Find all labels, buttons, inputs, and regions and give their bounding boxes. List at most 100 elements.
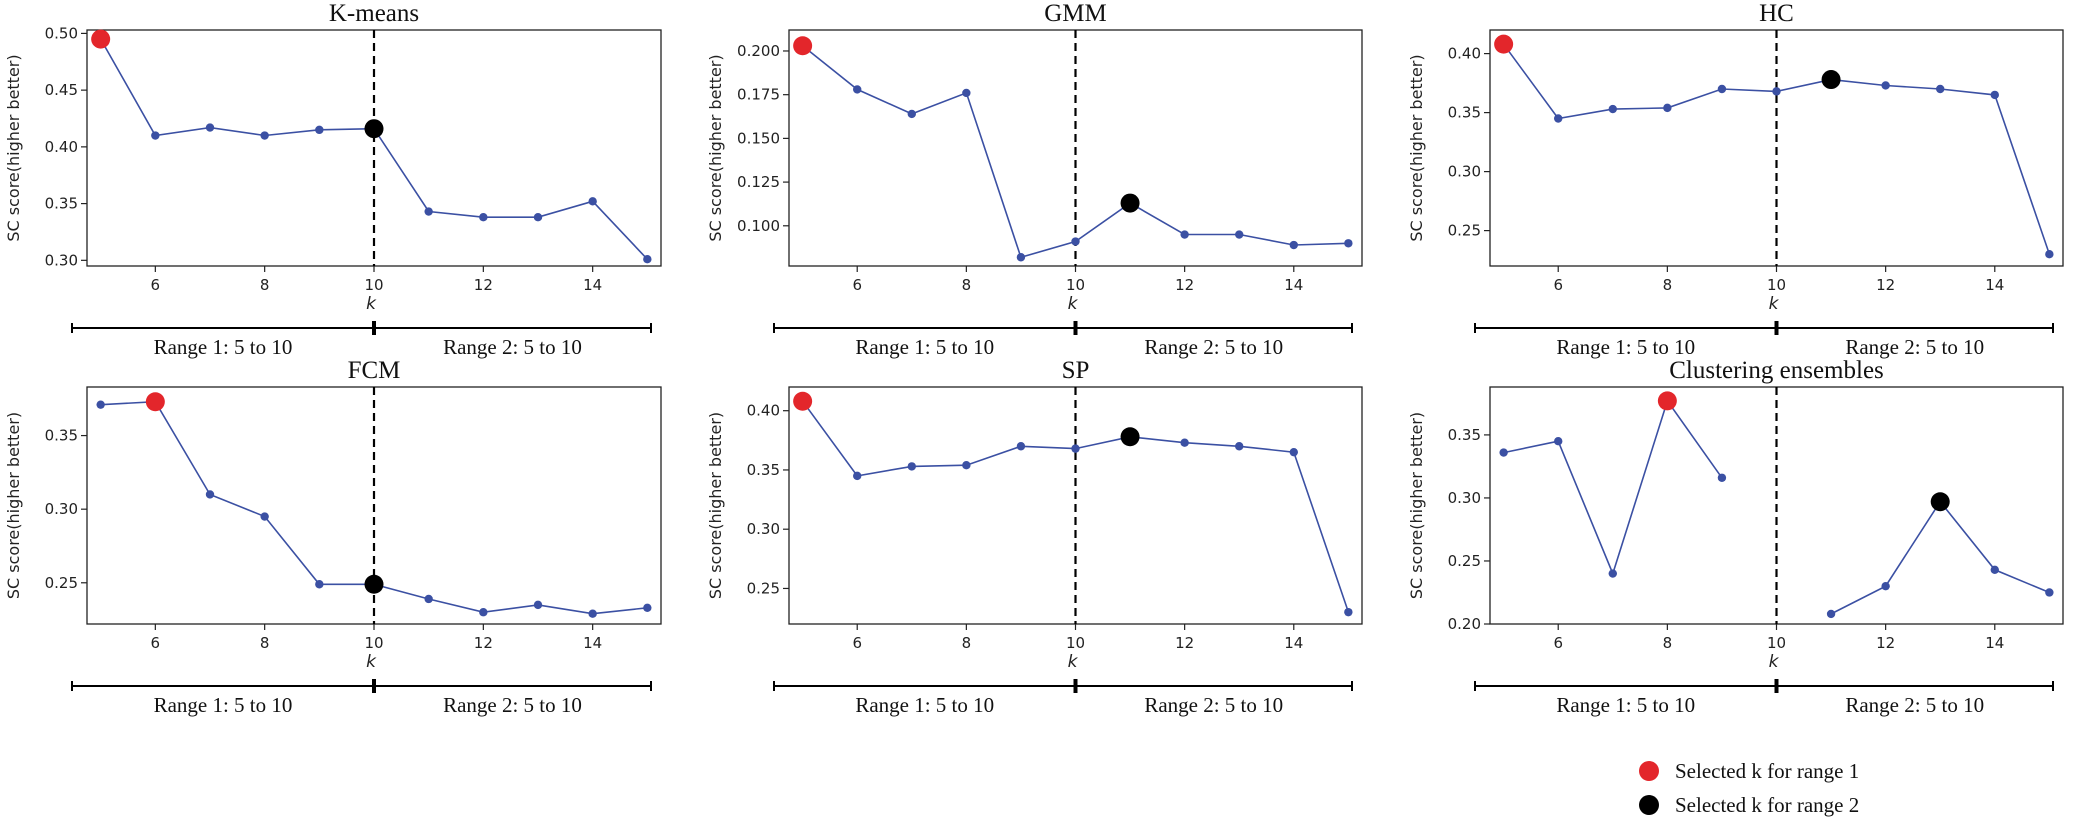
- data-point: [96, 400, 105, 409]
- legend-range2-marker: [1639, 795, 1659, 815]
- x-tick-label: 6: [1553, 276, 1563, 294]
- data-point: [643, 603, 652, 613]
- panel-2: GMM 0.100 0.125 0.150 0.175 0.200 6 8 10 12 14 k SC …: [706, 0, 1363, 359]
- y-tick-label: 0.175: [737, 86, 780, 104]
- y-tick-label: 0.100: [737, 217, 780, 235]
- range1-label: Range 1: 5 to 10: [154, 693, 293, 717]
- data-point: [1071, 444, 1080, 453]
- panel-title: FCM: [348, 357, 401, 384]
- data-point: [1936, 84, 1945, 94]
- data-point: [907, 462, 916, 471]
- selected-range2-marker: [1930, 492, 1950, 512]
- x-tick-label: 8: [260, 634, 270, 652]
- data-point: [1990, 90, 1999, 100]
- x-tick-label: 10: [1767, 276, 1786, 294]
- y-tick-label: 0.35: [45, 427, 78, 445]
- data-point: [1344, 239, 1353, 248]
- x-tick-label: 12: [1175, 634, 1194, 652]
- data-point: [260, 131, 269, 140]
- data-point: [962, 88, 971, 98]
- data-point: [1235, 442, 1244, 451]
- data-point: [479, 608, 488, 617]
- data-point: [424, 594, 433, 604]
- range2-label: Range 2: 5 to 10: [443, 335, 582, 359]
- x-axis-label: k: [1769, 294, 1780, 314]
- y-tick-label: 0.30: [1448, 489, 1481, 507]
- y-tick-label: 0.35: [1448, 104, 1481, 122]
- x-axis-label: k: [366, 652, 377, 672]
- x-tick-label: 14: [1985, 634, 2004, 652]
- x-tick-label: 6: [151, 276, 161, 294]
- data-point: [1663, 103, 1672, 113]
- y-tick-label: 0.25: [747, 579, 780, 597]
- x-tick-label: 8: [962, 276, 972, 294]
- y-axis-label: SC score(higher better): [1407, 412, 1426, 599]
- range2-label: Range 2: 5 to 10: [1144, 335, 1283, 359]
- data-point: [907, 109, 916, 119]
- x-tick-label: 12: [1876, 276, 1895, 294]
- range2-label: Range 2: 5 to 10: [1144, 693, 1283, 717]
- x-tick-label: 6: [151, 634, 161, 652]
- data-point: [1717, 473, 1727, 482]
- data-point: [1554, 437, 1563, 446]
- data-point: [588, 197, 597, 206]
- y-tick-label: 0.50: [45, 24, 78, 42]
- data-point: [1826, 609, 1836, 619]
- y-tick-label: 0.40: [1448, 45, 1481, 63]
- x-tick-label: 14: [583, 634, 602, 652]
- data-point: [1344, 607, 1353, 617]
- selected-range2-marker: [1120, 193, 1140, 213]
- range1-label: Range 1: 5 to 10: [1556, 335, 1695, 359]
- x-tick-label: 8: [962, 634, 972, 652]
- panel-4: FCM 0.25 0.30 0.35 6 8 10 12 14 k SC score(higher …: [4, 357, 662, 717]
- selected-range1-marker: [91, 29, 111, 49]
- data-point: [1499, 448, 1508, 457]
- y-tick-label: 0.45: [45, 81, 78, 99]
- y-axis-label: SC score(higher better): [4, 412, 23, 599]
- y-tick-label: 0.30: [45, 500, 78, 518]
- data-point: [2045, 250, 2054, 259]
- x-tick-label: 8: [1663, 634, 1673, 652]
- data-point: [424, 207, 433, 216]
- data-point: [588, 609, 597, 618]
- x-tick-label: 6: [852, 634, 862, 652]
- range1-label: Range 1: 5 to 10: [855, 335, 994, 359]
- selected-range1-marker: [1494, 34, 1514, 54]
- x-tick-label: 8: [260, 276, 270, 294]
- data-point: [1717, 84, 1727, 94]
- y-axis-label: SC score(higher better): [706, 54, 725, 241]
- data-point: [853, 471, 862, 481]
- selected-range2-marker: [1821, 70, 1841, 90]
- selected-range2-marker: [1120, 427, 1140, 447]
- x-tick-label: 6: [852, 276, 862, 294]
- y-tick-label: 0.150: [737, 129, 780, 147]
- x-axis-label: k: [366, 294, 377, 314]
- data-point: [1235, 230, 1244, 239]
- data-point: [1071, 237, 1080, 246]
- data-point: [853, 85, 862, 94]
- legend: Selected k for range 1 Selected k for ra…: [1639, 759, 1859, 817]
- range1-label: Range 1: 5 to 10: [855, 693, 994, 717]
- x-tick-label: 14: [1284, 634, 1303, 652]
- data-point: [1881, 81, 1890, 90]
- data-point: [315, 580, 324, 589]
- data-point: [1772, 87, 1781, 96]
- data-point: [1180, 438, 1189, 447]
- data-point: [1608, 569, 1617, 578]
- data-point: [1016, 253, 1026, 262]
- data-point: [1289, 447, 1298, 457]
- data-point: [533, 600, 543, 610]
- range2-label: Range 2: 5 to 10: [1845, 335, 1984, 359]
- data-point: [1554, 114, 1563, 123]
- y-tick-label: 0.40: [747, 402, 780, 420]
- selected-range2-marker: [364, 574, 384, 594]
- data-point: [479, 213, 488, 222]
- x-axis-label: k: [1769, 652, 1780, 672]
- x-tick-label: 12: [474, 634, 493, 652]
- data-point: [962, 461, 971, 470]
- selected-range1-marker: [1657, 391, 1677, 411]
- selected-range1-marker: [145, 392, 165, 412]
- y-tick-label: 0.25: [1448, 552, 1481, 570]
- panel-6: Clustering ensembles 0.20 0.25 0.30 0.35 6 8 10…: [1407, 357, 2064, 717]
- y-axis-label: SC score(higher better): [4, 54, 23, 241]
